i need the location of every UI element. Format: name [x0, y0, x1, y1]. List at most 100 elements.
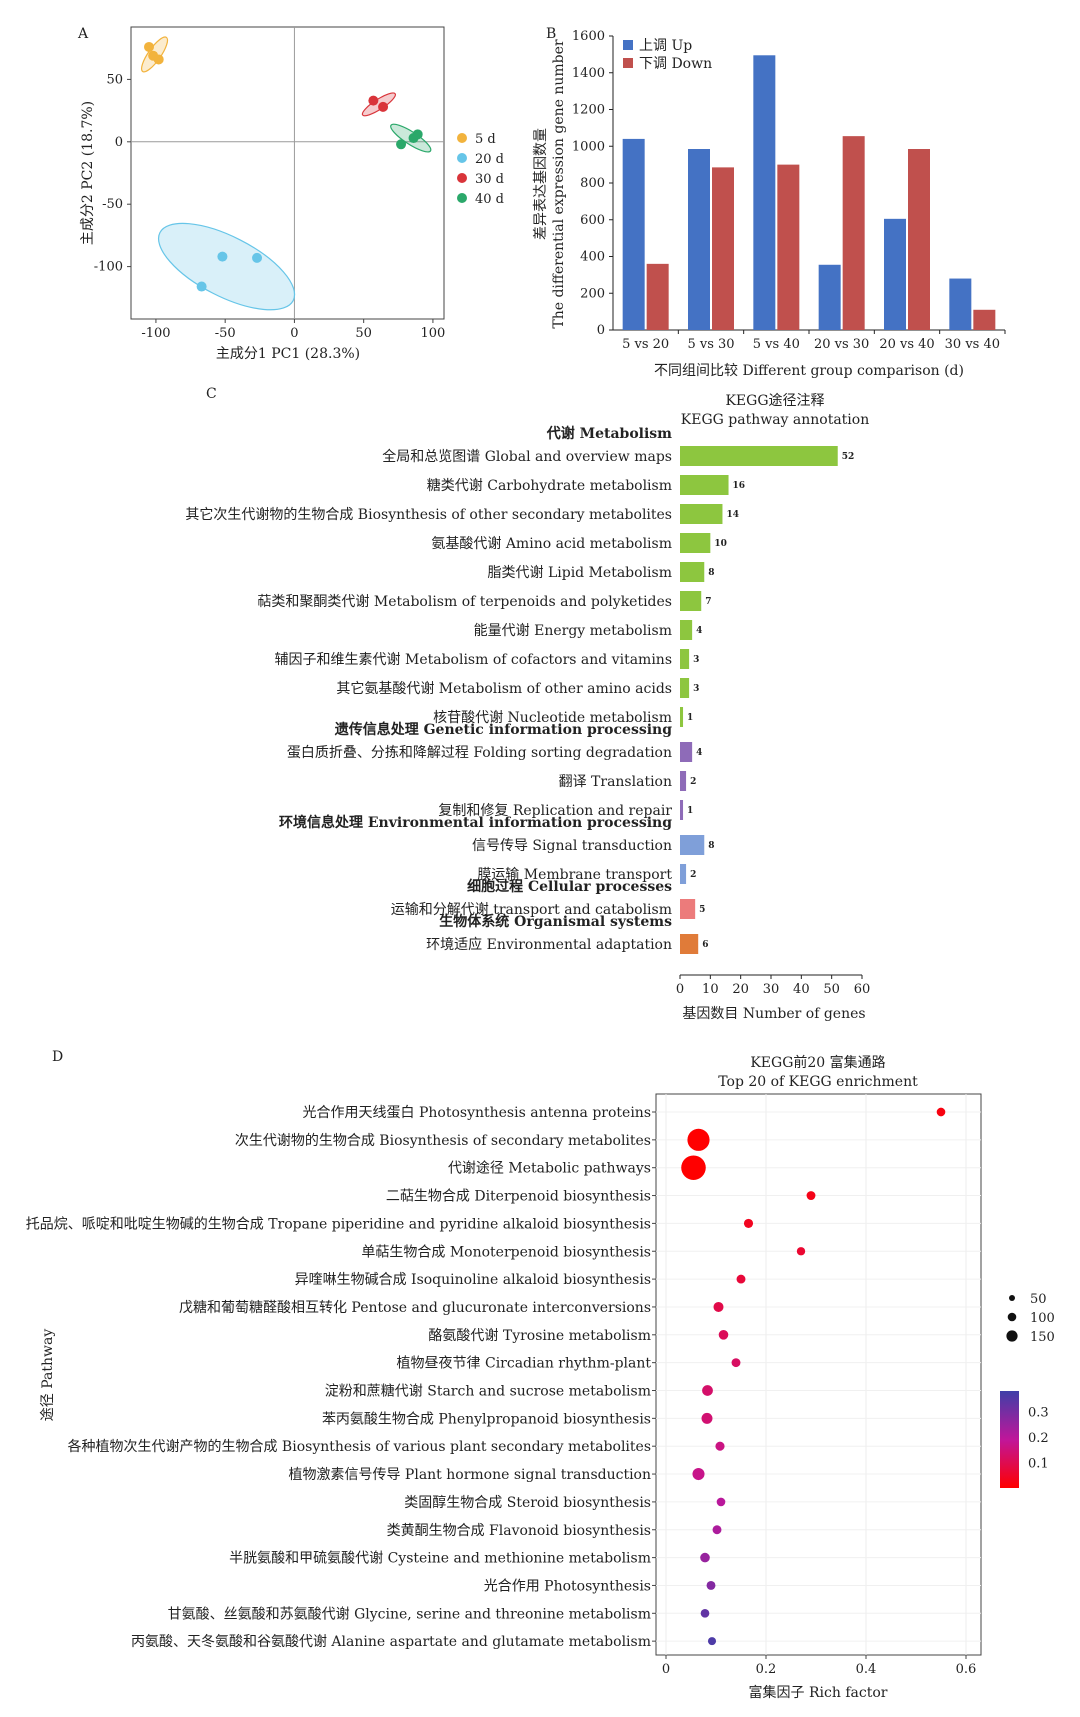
- kegg-annotation-bar: [680, 504, 723, 524]
- deg-x-tick-label: 20 vs 40: [879, 337, 934, 352]
- enrichment-point: [796, 1247, 806, 1256]
- kegg-annotation-panel: KEGG途径注释 KEGG pathway annotation 基因数目 Nu…: [185, 392, 870, 1022]
- kegg-pathway-label: 其它氨基酸代谢 Metabolism of other amino acids: [336, 680, 672, 697]
- enrichment-pathway-label: 托品烷、哌啶和吡啶生物碱的生物合成 Tropane piperidine and…: [26, 1215, 651, 1232]
- panel-d-label: D: [52, 1049, 63, 1065]
- pca-y-tick-label: -50: [102, 197, 123, 212]
- deg-y-tick-label: 0: [597, 323, 605, 338]
- pca-x-tick-label: 50: [355, 326, 372, 341]
- kegg-annotation-bar: [680, 864, 687, 884]
- enrichment-point: [736, 1274, 746, 1284]
- kegg-annotation-bar: [680, 771, 687, 791]
- pca-point: [217, 251, 228, 262]
- kegg-annotation-bar: [680, 620, 693, 640]
- kegg-annotation-x-tick-label: 0: [676, 982, 684, 997]
- enrichment-point: [700, 1608, 710, 1618]
- kegg-annotation-bar: [680, 649, 690, 669]
- pca-xlabel: 主成分1 PC1 (28.3%): [216, 346, 360, 362]
- pca-point: [153, 54, 164, 65]
- pca-y-tick-label: 0: [115, 135, 123, 150]
- pca-point: [368, 95, 379, 106]
- kegg-enrichment-panel: KEGG前20 富集通路 Top 20 of KEGG enrichment 富…: [26, 1054, 1055, 1701]
- kegg-pathway-label: 全局和总览图谱 Global and overview maps: [382, 448, 672, 465]
- enrichment-point: [692, 1468, 705, 1481]
- deg-y-tick-label: 1200: [572, 103, 605, 118]
- enrichment-x-tick-label: 0.4: [856, 1662, 877, 1677]
- deg-x-tick-label: 20 vs 30: [814, 337, 869, 352]
- deg-bar: [884, 218, 906, 330]
- deg-x-tick-label: 5 vs 40: [753, 337, 800, 352]
- kegg-pathway-label: 氨基酸代谢 Amino acid metabolism: [431, 535, 672, 552]
- enrichment-pathway-label: 丙氨酸、天冬氨酸和谷氨酸代谢 Alanine aspartate and glu…: [131, 1634, 651, 1650]
- kegg-enrichment-title-en: Top 20 of KEGG enrichment: [718, 1074, 918, 1090]
- kegg-annotation-value-label: 3: [693, 655, 699, 665]
- enrichment-pathway-label: 甘氨酸、丝氨酸和苏氨酸代谢 Glycine, serine and threon…: [168, 1606, 651, 1622]
- enrichment-pathway-label: 各种植物次生代谢产物的生物合成 Biosynthesis of various …: [67, 1439, 651, 1455]
- pca-legend-label: 40 d: [475, 192, 504, 207]
- deg-y-tick-label: 1000: [572, 139, 605, 154]
- kegg-annotation-title-en: KEGG pathway annotation: [681, 412, 869, 428]
- deg-ylabel-cn: 差异表达基因数量: [532, 128, 549, 240]
- pca-point: [412, 129, 423, 140]
- kegg-annotation-value-label: 14: [726, 510, 739, 520]
- deg-x-tick-label: 30 vs 40: [945, 337, 1000, 352]
- deg-bar: [712, 167, 734, 330]
- kegg-annotation-bar: [680, 707, 684, 727]
- enrichment-point: [716, 1497, 726, 1507]
- kegg-pathway-label: 辅因子和维生素代谢 Metabolism of cofactors and vi…: [275, 652, 672, 668]
- kegg-category-header: 遗传信息处理 Genetic information processing: [334, 721, 672, 738]
- enrichment-point: [718, 1330, 729, 1340]
- enrichment-point: [681, 1155, 706, 1180]
- pca-plot-frame: [130, 26, 445, 320]
- enrichment-pathway-label: 类固醇生物合成 Steroid biosynthesis: [404, 1494, 651, 1511]
- enrichment-point: [712, 1525, 722, 1535]
- kegg-category-header: 生物体系统 Organismal systems: [439, 913, 672, 930]
- kegg-pathway-label: 蛋白质折叠、分拣和降解过程 Folding sorting degradatio…: [287, 745, 672, 761]
- kegg-annotation-bar: [680, 533, 711, 553]
- pca-point: [144, 41, 155, 52]
- pca-x-tick-label: -100: [141, 326, 170, 341]
- pca-legend-swatch: [457, 153, 467, 163]
- enrichment-pathway-label: 淀粉和蔗糖代谢 Starch and sucrose metabolism: [325, 1384, 651, 1400]
- deg-x-tick-label: 5 vs 20: [622, 337, 669, 352]
- kegg-category-header: 环境信息处理 Environmental information process…: [279, 814, 672, 831]
- deg-y-tick-label: 600: [580, 213, 605, 228]
- pca-ylabel: 主成分2 PC2 (18.7%): [80, 101, 96, 245]
- pca-x-tick-label: -50: [215, 326, 236, 341]
- enrichment-pathway-label: 戊糖和葡萄糖醛酸相互转化 Pentose and glucuronate int…: [179, 1300, 651, 1316]
- enrichment-point: [731, 1358, 741, 1368]
- kegg-annotation-value-label: 52: [842, 452, 855, 462]
- size-legend-dot: [1006, 1330, 1018, 1342]
- pca-legend-label: 30 d: [475, 172, 504, 187]
- deg-bar: [818, 264, 841, 330]
- deg-y-tick-label: 800: [580, 176, 605, 191]
- kegg-annotation-bar: [680, 742, 693, 762]
- pca-ellipse: [157, 222, 296, 311]
- enrichment-point: [715, 1441, 725, 1451]
- kegg-pathway-label: 脂类代谢 Lipid Metabolism: [488, 565, 672, 581]
- deg-bar: [753, 55, 776, 330]
- deg-y-tick-label: 1400: [572, 66, 605, 81]
- pca-x-tick-label: 0: [290, 326, 298, 341]
- kegg-annotation-value-label: 3: [693, 684, 699, 694]
- panel-c-label: C: [206, 386, 217, 402]
- kegg-annotation-value-label: 6: [702, 940, 708, 950]
- pca-legend-swatch: [457, 173, 467, 183]
- enrichment-point: [706, 1581, 716, 1590]
- pca-y-tick-label: 50: [106, 72, 123, 87]
- deg-bar: [908, 149, 930, 330]
- enrichment-point: [700, 1552, 710, 1563]
- enrichment-pathway-label: 光合作用天线蛋白 Photosynthesis antenna proteins: [303, 1105, 651, 1121]
- deg-bar: [842, 136, 865, 330]
- deg-legend-swatch: [623, 58, 633, 68]
- kegg-annotation-value-label: 8: [708, 568, 714, 578]
- kegg-annotation-bar: [680, 562, 705, 582]
- enrichment-pathway-label: 半胱氨酸和甲硫氨酸代谢 Cysteine and methionine meta…: [229, 1551, 651, 1567]
- kegg-pathway-label: 翻译 Translation: [559, 774, 672, 790]
- enrichment-x-tick-label: 0.6: [956, 1662, 977, 1677]
- kegg-annotation-bar: [680, 591, 702, 611]
- size-legend-dot: [1009, 1295, 1015, 1301]
- pca-x-tick-label: 100: [421, 326, 446, 341]
- enrichment-pathway-label: 苯丙氨酸生物合成 Phenylpropanoid biosynthesis: [322, 1410, 651, 1427]
